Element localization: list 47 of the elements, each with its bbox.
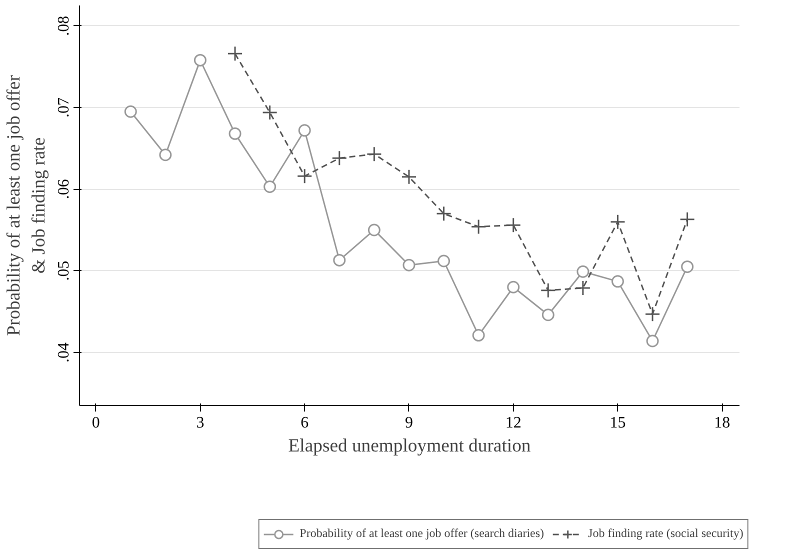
point <box>332 150 348 166</box>
point <box>298 124 311 137</box>
x-tick-label: 6 <box>300 414 309 432</box>
point <box>124 105 137 118</box>
x-axis-title: Elapsed unemployment duration <box>288 436 532 456</box>
point <box>507 280 520 294</box>
point <box>436 206 452 222</box>
point <box>296 168 312 184</box>
legend-label: Probability of at least one job offer (search diaries) <box>300 526 544 541</box>
x-tick-label: 18 <box>714 414 730 432</box>
point <box>366 146 382 162</box>
point <box>159 148 172 162</box>
point <box>333 254 346 266</box>
point <box>194 54 206 66</box>
point <box>368 224 380 236</box>
y-tick-label: .07 <box>56 98 72 118</box>
legend-label: Job finding rate (social security) <box>588 526 744 541</box>
point <box>262 104 278 120</box>
point <box>506 217 522 233</box>
y-tick-label: .08 <box>56 16 72 36</box>
point <box>680 212 696 228</box>
y-tick-label: .06 <box>56 179 72 200</box>
y-axis-title: Probability of at least one job offer & Job finding rate <box>3 74 50 336</box>
point <box>472 329 485 342</box>
point <box>228 127 242 140</box>
point <box>644 306 660 322</box>
point <box>402 258 416 272</box>
point <box>610 214 626 230</box>
x-tick-label: 0 <box>92 414 100 432</box>
x-tick-label: 12 <box>505 414 522 432</box>
point <box>681 260 694 273</box>
point <box>540 282 556 298</box>
point <box>470 218 486 234</box>
point <box>611 275 624 288</box>
point <box>401 169 417 185</box>
x-tick-label: 3 <box>196 414 204 432</box>
point <box>264 180 276 193</box>
point <box>227 46 243 62</box>
y-tick-label: .05 <box>56 260 72 281</box>
x-tick-label: 9 <box>404 414 413 432</box>
point <box>575 280 591 296</box>
point <box>576 265 590 278</box>
point <box>542 308 554 322</box>
point <box>646 334 659 348</box>
x-tick-label: 15 <box>610 414 626 432</box>
y-tick-label: .04 <box>56 342 72 362</box>
point <box>438 254 450 268</box>
